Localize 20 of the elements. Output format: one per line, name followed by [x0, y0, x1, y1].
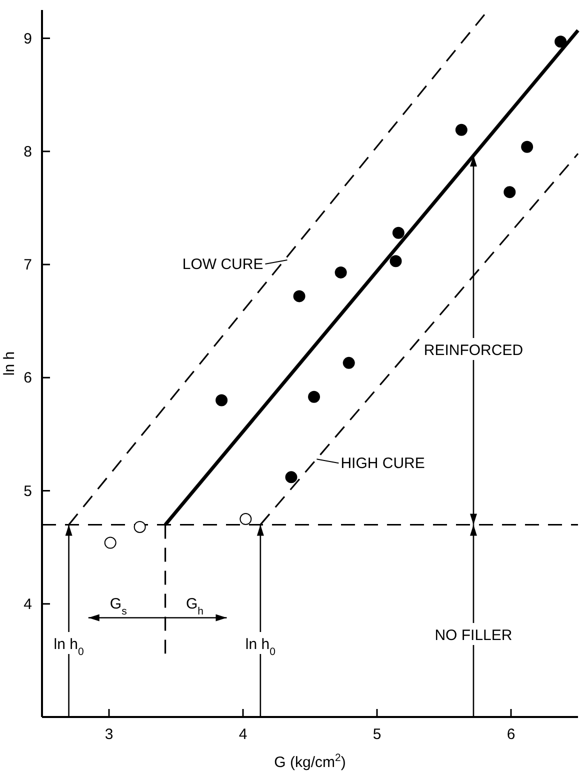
- annotation: G$_{s}$: [110, 596, 127, 618]
- x-axis-title: G (kg/cm$^{2}$): [274, 752, 346, 771]
- annotation: ln h$_{0}$: [245, 636, 276, 658]
- y-tick-label: 6: [24, 370, 32, 387]
- y-tick-label: 4: [24, 596, 32, 613]
- y-axis-title: ln h: [1, 351, 18, 376]
- x-tick-label: 4: [238, 726, 248, 743]
- y-tick-label: 8: [24, 143, 32, 160]
- annotation: NO FILLER: [434, 627, 512, 644]
- annotation: REINFORCED: [424, 342, 524, 359]
- y-tick-label: 7: [24, 256, 32, 274]
- x-tick-label: 3: [104, 726, 114, 743]
- y-tick-label: 5: [24, 482, 32, 500]
- y-tick-label: 9: [24, 30, 32, 48]
- annotation: G$_{h}$: [186, 596, 204, 618]
- x-tick-label: 6: [506, 726, 516, 743]
- annotation: ln h$_{0}$: [54, 636, 84, 658]
- annotation: HIGH CURE: [340, 455, 425, 472]
- annotation: LOW CURE: [182, 256, 264, 273]
- x-tick-label: 5: [372, 726, 382, 743]
